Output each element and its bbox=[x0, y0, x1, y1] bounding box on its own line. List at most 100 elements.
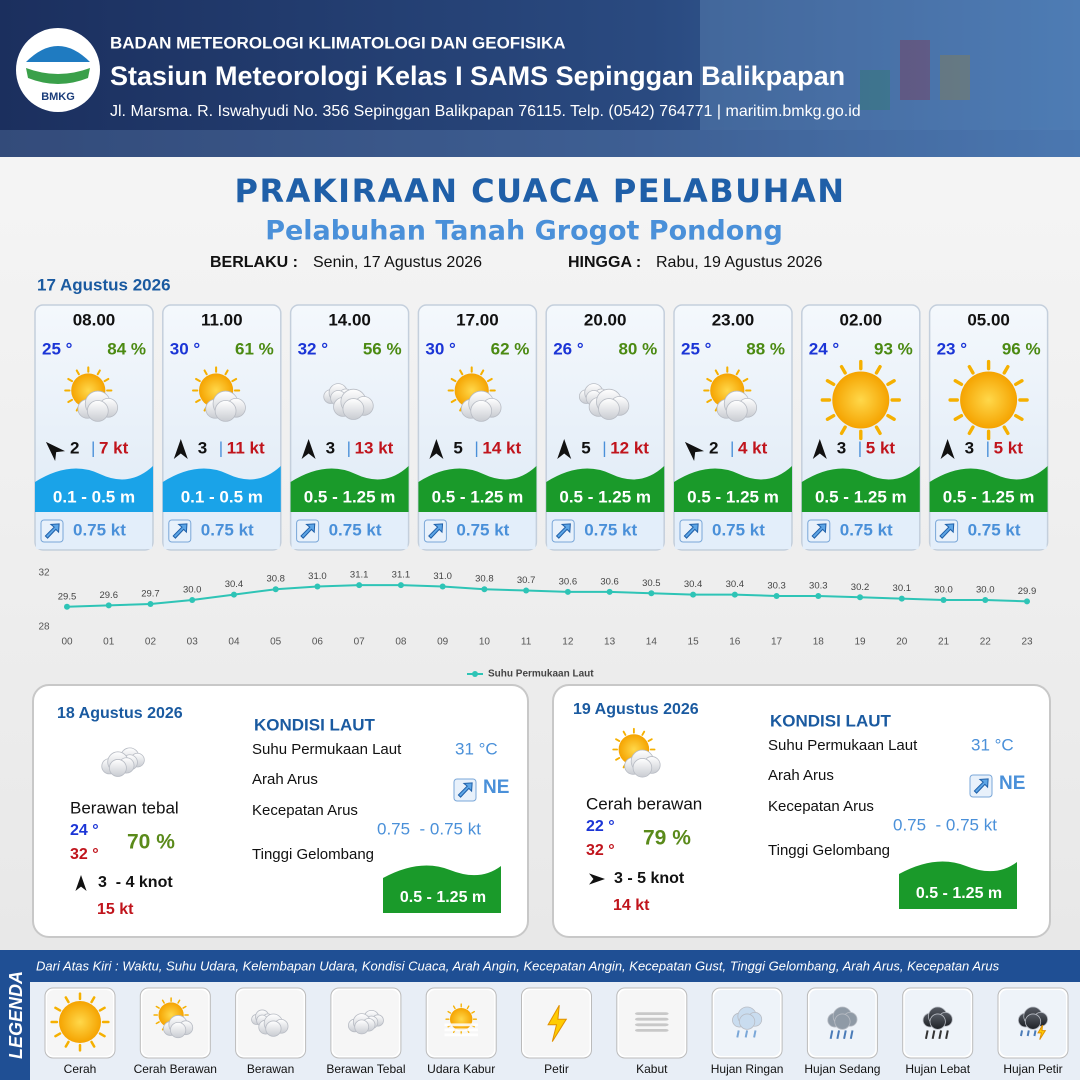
wind-arrow bbox=[812, 439, 827, 459]
card-current: 0.75 kt bbox=[840, 520, 893, 539]
sun-ray bbox=[615, 738, 621, 743]
wind-arrow bbox=[557, 439, 572, 459]
card-wave: 0.1 - 0.5 m bbox=[53, 487, 135, 506]
data-label: 29.5 bbox=[58, 591, 77, 602]
current-arrow-shape bbox=[300, 523, 316, 539]
sun-ray bbox=[825, 379, 836, 387]
separator: | bbox=[730, 438, 734, 457]
sun-ray bbox=[714, 369, 719, 376]
data-label: 30.6 bbox=[600, 576, 619, 587]
cloud-part bbox=[725, 400, 748, 422]
card-wave: 0.5 - 1.25 m bbox=[687, 487, 779, 506]
day-condition: Cerah berawan bbox=[586, 794, 702, 813]
separator: | bbox=[602, 438, 606, 457]
sun-ray bbox=[450, 398, 457, 404]
x-tick-label: 04 bbox=[228, 637, 240, 648]
legend-marker bbox=[472, 671, 478, 677]
weather-icon bbox=[827, 1006, 858, 1039]
weather-icon bbox=[444, 1003, 478, 1037]
x-tick-label: 21 bbox=[938, 637, 950, 648]
sun bbox=[960, 371, 1018, 429]
weather-icon bbox=[1017, 1006, 1049, 1040]
data-label: 30.1 bbox=[893, 583, 912, 594]
weather-icon bbox=[578, 383, 630, 420]
card-temp: 25 ° bbox=[681, 339, 712, 358]
legend-title: LEGENDA bbox=[6, 971, 26, 1059]
legend-item-label: Kabut bbox=[636, 1062, 668, 1076]
sun-ray bbox=[742, 377, 749, 383]
fog-line bbox=[635, 1023, 669, 1027]
sun-ray bbox=[641, 730, 646, 736]
card-wind: 3 bbox=[326, 438, 335, 457]
wind-arrow bbox=[940, 439, 955, 459]
cloud bbox=[163, 1015, 194, 1039]
sun-ray bbox=[90, 1040, 96, 1048]
data-label: 30.3 bbox=[767, 580, 786, 591]
cloud bbox=[348, 1013, 376, 1035]
fog-line bbox=[635, 1017, 669, 1021]
cloud bbox=[258, 1013, 289, 1037]
data-label: 30.2 bbox=[851, 582, 870, 593]
wind-arrow bbox=[173, 439, 188, 459]
current-arrow-shape bbox=[428, 523, 444, 539]
x-tick-label: 08 bbox=[395, 637, 407, 648]
series-line bbox=[66, 584, 1028, 608]
sun-ray bbox=[155, 1021, 160, 1025]
cloud-part bbox=[929, 1013, 946, 1030]
current-arrow-shape bbox=[683, 523, 699, 539]
sea-speed: 0.75 - 0.75 kt bbox=[377, 819, 481, 838]
cloud-part bbox=[170, 1021, 187, 1039]
sun-ray bbox=[161, 999, 165, 1004]
sun-ray bbox=[1002, 364, 1010, 375]
data-label: 31.1 bbox=[350, 570, 369, 581]
wave-band bbox=[418, 466, 537, 512]
weather-icon bbox=[635, 1012, 669, 1032]
x-tick-label: 14 bbox=[646, 637, 658, 648]
x-tick-label: 00 bbox=[61, 637, 73, 648]
x-tick-label: 06 bbox=[312, 637, 324, 648]
day-gust: 15 kt bbox=[97, 901, 134, 918]
card-wave: 0.1 - 0.5 m bbox=[181, 487, 263, 506]
cloud bbox=[827, 1006, 858, 1030]
sun-ray bbox=[450, 377, 457, 383]
legend-item-label: Hujan Sedang bbox=[804, 1062, 880, 1076]
legend-description: Dari Atas Kiri : Waktu, Suhu Udara, Kele… bbox=[36, 958, 1000, 973]
data-label: 31.1 bbox=[392, 570, 411, 581]
weather-icon bbox=[703, 366, 758, 422]
legend-item-label: Hujan Lebat bbox=[905, 1062, 970, 1076]
legend-item-label: Udara Kabur bbox=[427, 1062, 495, 1076]
card-temp: 26 ° bbox=[553, 339, 584, 358]
data-point bbox=[606, 588, 613, 595]
sun-ray bbox=[839, 364, 847, 375]
sun-ray bbox=[98, 1032, 106, 1038]
rain bbox=[744, 1030, 749, 1038]
address: Jl. Marsma. R. Iswahyudi No. 356 Sepingg… bbox=[110, 103, 861, 120]
sun-ray bbox=[64, 1040, 70, 1048]
legend-item-label: Berawan bbox=[247, 1062, 294, 1076]
sun-ray bbox=[622, 730, 627, 736]
separator: | bbox=[347, 438, 351, 457]
data-label: 30.8 bbox=[475, 574, 494, 585]
x-tick-label: 20 bbox=[896, 637, 908, 648]
cloud-part bbox=[86, 400, 109, 422]
card-time: 20.00 bbox=[584, 310, 627, 329]
data-label: 29.6 bbox=[99, 590, 118, 601]
card-gust: 7 kt bbox=[99, 438, 129, 457]
card-humidity: 88 % bbox=[746, 339, 785, 358]
wave-band bbox=[899, 861, 1017, 909]
wave-band bbox=[35, 466, 153, 512]
sea-label: Kecepatan Arus bbox=[768, 798, 874, 815]
sun-ray bbox=[182, 1005, 187, 1009]
sun-ray bbox=[615, 756, 621, 761]
current-arrow-shape bbox=[44, 523, 60, 539]
card-wind: 5 bbox=[453, 438, 462, 457]
sun-ray bbox=[486, 377, 493, 383]
data-label: 30.0 bbox=[183, 585, 202, 596]
weather-icon bbox=[348, 1009, 384, 1035]
sun-ray bbox=[953, 413, 964, 421]
sun-ray bbox=[839, 425, 847, 436]
sea-label: Arah Arus bbox=[768, 767, 834, 784]
card-gust: 5 kt bbox=[866, 438, 896, 457]
weather-icon bbox=[447, 366, 502, 422]
